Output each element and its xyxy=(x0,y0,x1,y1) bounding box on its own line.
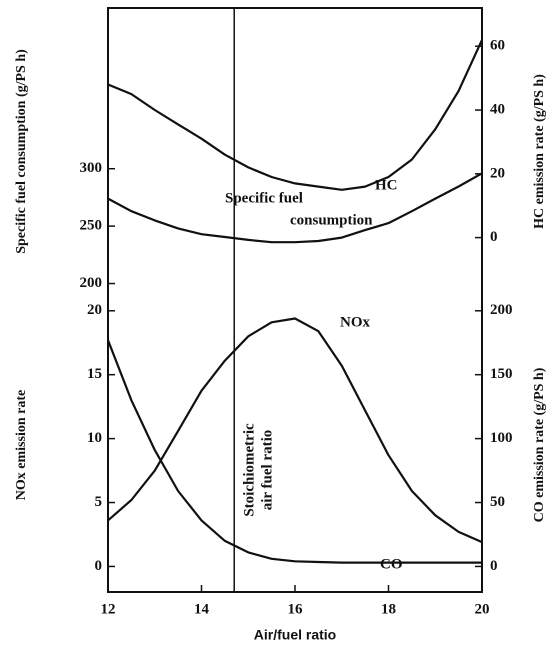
vline-label: Stoichiometric xyxy=(242,423,258,517)
legend-label: NOx xyxy=(340,314,371,330)
x-tick-label: 20 xyxy=(475,601,490,617)
y-axis-label: NOx emission rate xyxy=(14,390,29,500)
y-tick-label: 5 xyxy=(95,494,103,510)
y2-tick-label: 0 xyxy=(490,558,498,574)
series-line xyxy=(107,39,483,191)
y2-tick-label: 50 xyxy=(490,494,505,510)
legend-label: CO xyxy=(380,556,403,572)
y2-tick-label: 100 xyxy=(490,430,513,446)
x-axis-label: Air/fuel ratio xyxy=(254,627,336,643)
y-tick-label: 200 xyxy=(80,275,103,291)
annotation: HC xyxy=(375,177,398,193)
series-line xyxy=(106,339,482,564)
annotation: Specific fuel xyxy=(225,190,303,206)
y-tick-label: 15 xyxy=(87,366,102,382)
y-tick-label: 20 xyxy=(87,302,102,318)
x-tick-label: 16 xyxy=(288,601,304,617)
y-tick-label: 0 xyxy=(95,558,103,574)
y2-tick-label: 40 xyxy=(490,101,505,117)
y2-tick-label: 0 xyxy=(490,229,498,245)
y-tick-label: 300 xyxy=(80,160,103,176)
y-axis-label: Specific fuel consumption (g/PS h) xyxy=(14,49,29,254)
y-tick-label: 250 xyxy=(80,218,103,234)
y2-axis-label: HC emission rate (g/PS h) xyxy=(532,74,547,229)
vline-label: air fuel ratio xyxy=(260,430,276,511)
annotation: consumption xyxy=(290,212,373,228)
series-line xyxy=(107,172,483,244)
y2-tick-label: 60 xyxy=(490,38,505,54)
x-tick-label: 12 xyxy=(101,601,116,617)
x-tick-label: 18 xyxy=(381,601,396,617)
x-tick-label: 14 xyxy=(194,601,210,617)
series-line xyxy=(107,317,483,544)
y2-axis-label: CO emission rate (g/PS h) xyxy=(532,367,547,522)
y2-tick-label: 20 xyxy=(490,165,505,181)
y2-tick-label: 200 xyxy=(490,302,513,318)
y-tick-label: 10 xyxy=(87,430,102,446)
y2-tick-label: 150 xyxy=(490,366,513,382)
